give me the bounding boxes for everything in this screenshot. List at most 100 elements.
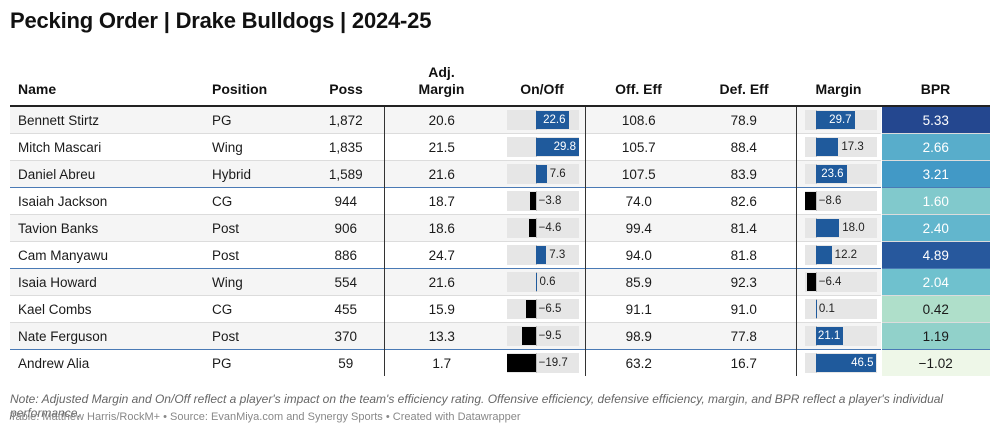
possessions: 886 — [308, 241, 384, 269]
header-on-off[interactable]: On/Off — [520, 81, 564, 97]
header-off-eff[interactable]: Off. Eff — [615, 81, 662, 97]
margin-cell: 18.0 — [795, 214, 881, 242]
offensive-efficiency: 105.7 — [584, 133, 692, 161]
header-bpr[interactable]: BPR — [920, 81, 951, 97]
adjusted-margin: 1.7 — [383, 349, 499, 377]
margin-bar — [804, 192, 816, 210]
on-off-value-label: 7.3 — [549, 249, 566, 261]
chart-title: Pecking Order | Drake Bulldogs | 2024-25 — [10, 8, 432, 33]
margin-bar — [815, 354, 877, 373]
on-off-zero-line — [535, 299, 537, 319]
table-row: Daniel Abreu Hybrid 1,589 21.6 7.6 107.5 83.9 2… — [10, 160, 990, 188]
offensive-efficiency: 108.6 — [584, 106, 692, 134]
possessions: 1,835 — [308, 133, 384, 161]
on-off-bar — [526, 300, 536, 318]
on-off-bar-wrap: 7.6 — [507, 164, 579, 184]
on-off-bar — [535, 111, 569, 129]
on-off-bar-wrap: −3.8 — [507, 191, 579, 211]
on-off-cell: 22.6 — [499, 106, 585, 134]
margin-value-label: 18.0 — [842, 222, 865, 234]
header-name[interactable]: Name — [18, 81, 57, 97]
player-position: CG — [204, 187, 308, 215]
on-off-value-label: 29.8 — [553, 141, 576, 153]
player-name: Daniel Abreu — [10, 160, 204, 188]
player-position: Hybrid — [204, 160, 308, 188]
bpr-value: −1.02 — [880, 349, 990, 377]
player-position: Post — [204, 214, 308, 242]
on-off-bar — [535, 273, 537, 291]
on-off-bar-wrap: −4.6 — [507, 218, 579, 238]
margin-cell: 17.3 — [795, 133, 881, 161]
margin-bar-background — [804, 299, 877, 319]
player-name: Isaiah Jackson — [10, 187, 204, 215]
adjusted-margin: 21.5 — [383, 133, 499, 161]
margin-cell: −8.6 — [795, 187, 881, 215]
on-off-bar — [507, 354, 536, 373]
on-off-bar-background — [507, 218, 579, 238]
on-off-cell: −9.5 — [499, 322, 585, 350]
adjusted-margin: 21.6 — [383, 160, 499, 188]
player-name: Kael Combs — [10, 295, 204, 323]
on-off-bar — [535, 165, 547, 183]
margin-bar-background — [804, 272, 877, 292]
on-off-cell: 7.6 — [499, 160, 585, 188]
bpr-value: 5.33 — [880, 106, 990, 134]
header-margin[interactable]: Margin — [815, 81, 862, 97]
table-row: Cam Manyawu Post 886 24.7 7.3 94.0 81.8 12.2 4.8… — [10, 241, 990, 269]
header-poss[interactable]: Poss — [329, 81, 363, 97]
on-off-cell: −4.6 — [499, 214, 585, 242]
margin-zero-line — [815, 299, 817, 319]
on-off-bar — [535, 246, 547, 264]
header-adj-margin[interactable]: Adj. Margin — [384, 62, 499, 106]
offensive-efficiency: 94.0 — [584, 241, 692, 269]
defensive-efficiency: 16.7 — [692, 349, 796, 377]
margin-zero-line — [815, 191, 817, 211]
on-off-zero-line — [535, 191, 537, 211]
on-off-zero-line — [535, 218, 537, 238]
defensive-efficiency: 78.9 — [692, 106, 796, 134]
footer-note: Note: Adjusted Margin and On/Off reflect… — [10, 392, 944, 420]
player-name: Nate Ferguson — [10, 322, 204, 350]
margin-cell: −6.4 — [795, 268, 881, 296]
defensive-efficiency: 81.4 — [692, 214, 796, 242]
player-position: Wing — [204, 268, 308, 296]
offensive-efficiency: 99.4 — [584, 214, 692, 242]
possessions: 59 — [308, 349, 384, 377]
margin-zero-line — [815, 272, 817, 292]
on-off-value-label: −4.6 — [538, 222, 562, 234]
margin-cell: 29.7 — [795, 106, 881, 134]
header-position[interactable]: Position — [212, 81, 268, 97]
margin-cell: 23.6 — [795, 160, 881, 188]
possessions: 554 — [308, 268, 384, 296]
margin-value-label: 17.3 — [841, 141, 864, 153]
player-position: PG — [204, 106, 308, 134]
player-name: Isaia Howard — [10, 268, 204, 296]
offensive-efficiency: 63.2 — [584, 349, 692, 377]
bpr-value: 4.89 — [880, 241, 990, 269]
adjusted-margin: 18.7 — [383, 187, 499, 215]
header-row: Name Position Poss Adj. Margin On/Off Of… — [10, 62, 990, 106]
margin-bar — [815, 219, 840, 237]
margin-bar — [815, 111, 855, 129]
margin-value-label: 21.1 — [817, 330, 841, 342]
player-position: Wing — [204, 133, 308, 161]
bpr-value: 2.40 — [880, 214, 990, 242]
player-name: Mitch Mascari — [10, 133, 204, 161]
margin-bar-wrap: 21.1 — [804, 326, 877, 346]
offensive-efficiency: 74.0 — [584, 187, 692, 215]
bpr-value: 1.19 — [880, 322, 990, 350]
on-off-bar-wrap: −9.5 — [507, 326, 579, 346]
on-off-bar-background — [507, 272, 579, 292]
table-row: Nate Ferguson Post 370 13.3 −9.5 98.9 77.8 21.1… — [10, 322, 990, 350]
margin-bar-wrap: 46.5 — [804, 353, 877, 374]
defensive-efficiency: 83.9 — [692, 160, 796, 188]
margin-value-label: 12.2 — [834, 249, 858, 261]
on-off-cell: −6.5 — [499, 295, 585, 323]
player-position: CG — [204, 295, 308, 323]
on-off-bar-wrap: −6.5 — [507, 299, 579, 319]
margin-bar-wrap: 12.2 — [804, 245, 877, 265]
on-off-value-label: −9.5 — [538, 330, 562, 342]
bpr-value: 0.42 — [880, 295, 990, 323]
header-def-eff[interactable]: Def. Eff — [719, 81, 769, 97]
on-off-bar-wrap: 22.6 — [507, 110, 579, 130]
